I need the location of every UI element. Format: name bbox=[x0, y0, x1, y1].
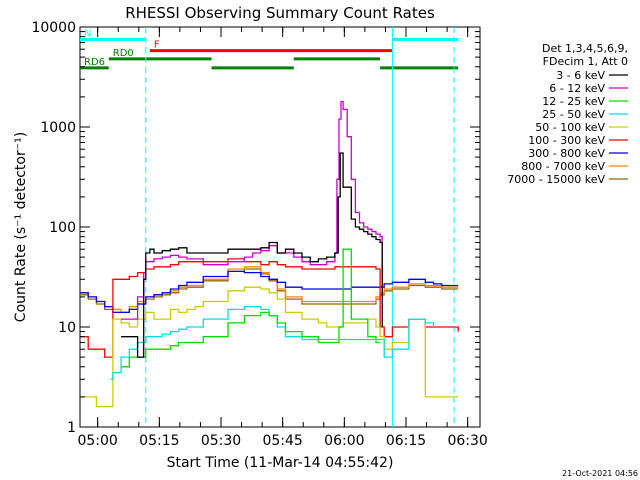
plot-frame bbox=[79, 26, 481, 428]
axes: 1 10 100 1000 10000 05:00 05:15 05:30 05:45 06:00… bbox=[31, 20, 487, 449]
segment-label: F bbox=[154, 40, 160, 51]
series-lines bbox=[80, 100, 459, 408]
legend-label: 7000 - 15000 keV bbox=[507, 173, 605, 186]
segment-label: RD0 bbox=[113, 48, 134, 59]
x-tick-label: 05:00 bbox=[77, 433, 117, 449]
x-tick-label: 05:45 bbox=[262, 433, 302, 449]
y-tick-label: 1 bbox=[67, 420, 76, 436]
x-tick-label: 06:00 bbox=[324, 433, 364, 449]
legend-label: 6 - 12 keV bbox=[549, 82, 605, 95]
legend-label: 3 - 6 keV bbox=[556, 69, 605, 82]
y-tick-label: 10000 bbox=[31, 20, 76, 36]
legend-label: 25 - 50 keV bbox=[542, 108, 605, 121]
timestamp: 21-Oct-2021 04:56 bbox=[562, 469, 638, 478]
segment-label: N bbox=[84, 28, 91, 39]
y-tick-label: 1000 bbox=[40, 120, 76, 136]
series-line bbox=[80, 270, 459, 314]
legend-header: Det 1,3,4,5,6,9, bbox=[542, 42, 628, 55]
x-tick-label: 05:15 bbox=[139, 433, 179, 449]
legend-label: 300 - 800 keV bbox=[528, 147, 605, 160]
y-tick-label: 100 bbox=[49, 220, 76, 236]
chart-title: RHESSI Observing Summary Count Rates bbox=[125, 4, 435, 22]
series-line bbox=[121, 152, 383, 358]
segment-label: RD6 bbox=[84, 57, 105, 68]
series-line bbox=[121, 248, 381, 368]
series-line bbox=[80, 286, 459, 408]
x-tick-label: 06:15 bbox=[386, 433, 426, 449]
x-tick-label: 05:30 bbox=[201, 433, 241, 449]
legend-label: 50 - 100 keV bbox=[535, 121, 605, 134]
segment-bars: N F RD0 RD6 bbox=[80, 28, 459, 70]
x-tick-label: 06:30 bbox=[447, 433, 487, 449]
y-tick-label: 10 bbox=[58, 320, 76, 336]
legend-label: 12 - 25 keV bbox=[542, 95, 605, 108]
x-axis-label: Start Time (11-Mar-14 04:55:42) bbox=[167, 455, 394, 471]
legend-label: 100 - 300 keV bbox=[528, 134, 605, 147]
event-lines bbox=[145, 27, 455, 427]
legend: Det 1,3,4,5,6,9,FDecim 1, Att 03 - 6 keV… bbox=[507, 42, 628, 186]
legend-header: FDecim 1, Att 0 bbox=[543, 55, 628, 68]
legend-label: 800 - 7000 keV bbox=[521, 160, 605, 173]
series-line bbox=[121, 100, 383, 320]
y-axis-label: Count Rate (s⁻¹ detector⁻¹) bbox=[13, 132, 29, 322]
series-line bbox=[110, 305, 435, 380]
